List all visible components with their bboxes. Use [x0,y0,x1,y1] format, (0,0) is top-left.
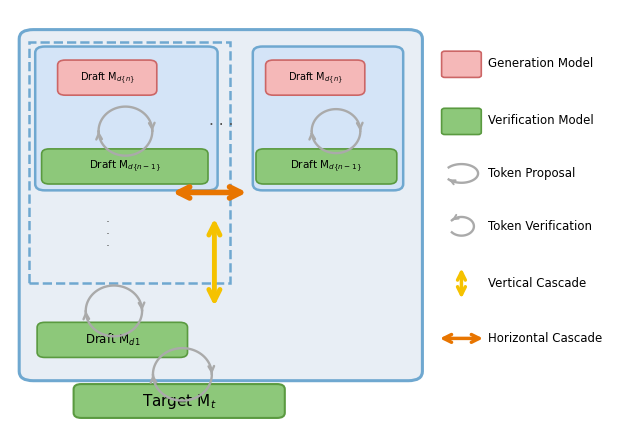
FancyBboxPatch shape [74,384,285,418]
Bar [29,42,230,283]
Text: Draft M$_{d\{n-1\}}$: Draft M$_{d\{n-1\}}$ [89,159,161,174]
FancyBboxPatch shape [442,51,481,77]
Text: Draft M$_{d1}$: Draft M$_{d1}$ [84,332,140,348]
Text: . . .: . . . [209,113,233,128]
Text: Target M$_t$: Target M$_t$ [142,392,216,410]
Text: Generation Model: Generation Model [488,57,593,70]
Text: Token Proposal: Token Proposal [488,167,576,180]
Text: Draft M$_{d\{n\}}$: Draft M$_{d\{n\}}$ [288,70,342,85]
FancyBboxPatch shape [266,60,365,95]
FancyBboxPatch shape [42,149,208,184]
FancyBboxPatch shape [37,322,188,357]
FancyBboxPatch shape [35,47,218,190]
FancyBboxPatch shape [58,60,157,95]
Text: Verification Model: Verification Model [488,114,594,127]
Text: Draft M$_{d\{n-1\}}$: Draft M$_{d\{n-1\}}$ [291,159,362,174]
FancyBboxPatch shape [253,47,403,190]
Text: Vertical Cascade: Vertical Cascade [488,277,587,290]
FancyBboxPatch shape [19,30,422,381]
Text: Draft M$_{d\{n\}}$: Draft M$_{d\{n\}}$ [80,70,134,85]
Text: Horizontal Cascade: Horizontal Cascade [488,332,603,345]
FancyBboxPatch shape [442,108,481,135]
FancyBboxPatch shape [256,149,397,184]
Text: .
.
.: . . . [106,212,109,249]
Text: Token Verification: Token Verification [488,220,593,233]
